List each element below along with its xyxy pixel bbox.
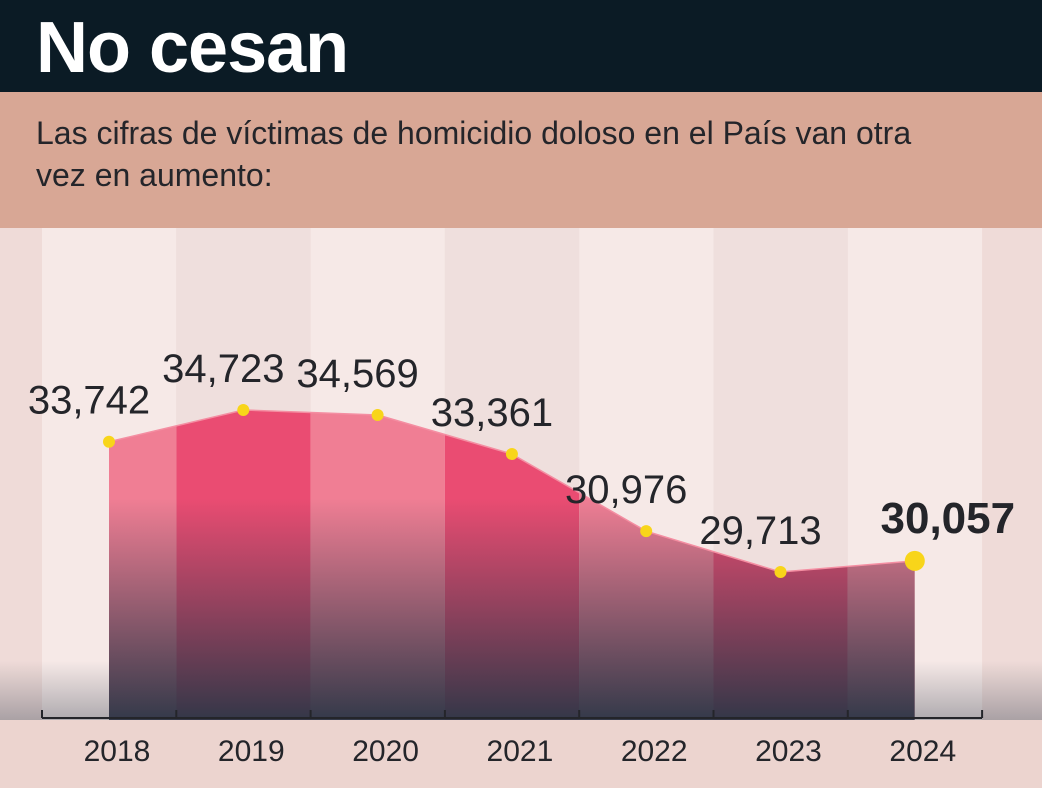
x-axis-footer [0,720,1042,785]
x-tick-label-2022: 2022 [621,735,688,768]
marker-2024 [904,550,925,571]
header-bar: No cesan [0,0,1042,92]
chart-title: No cesan [36,8,349,88]
x-tick-label-2023: 2023 [755,735,822,768]
marker-2021 [505,448,518,461]
data-label-2018: 33,742 [28,379,150,423]
point-markers [103,404,925,578]
x-tick-label-2018: 2018 [84,735,151,768]
marker-2022 [640,525,653,538]
marker-2018 [103,435,115,448]
homicide-area-chart: 33,742 34,723 34,569 33,361 30,976 29,713 30,0… [0,228,1042,768]
x-axis [41,710,984,719]
data-label-2023: 29,713 [699,509,821,553]
x-tick-label-2020: 2020 [352,735,419,768]
x-tick-label-2024: 2024 [889,735,956,768]
marker-2023 [774,566,787,578]
data-labels: 33,742 34,723 34,569 33,361 30,976 29,713 30,0… [28,347,1015,553]
data-label-2021: 33,361 [431,391,553,435]
marker-2020 [371,408,384,421]
x-tick-labels: 2018 2019 2020 2021 2022 2023 2024 [84,735,957,768]
chart-subtitle: Las cifras de víctimas de homicidio dolo… [36,115,912,193]
x-tick-label-2021: 2021 [487,735,554,768]
data-label-2020: 34,569 [296,352,418,396]
data-label-2019: 34,723 [162,347,284,391]
data-label-2024: 30,057 [881,494,1016,543]
x-tick-label-2019: 2019 [218,735,285,768]
marker-2019 [237,404,250,416]
subtitle-band: Las cifras de víctimas de homicidio dolo… [0,92,1042,228]
data-label-2022: 30,976 [565,468,687,512]
